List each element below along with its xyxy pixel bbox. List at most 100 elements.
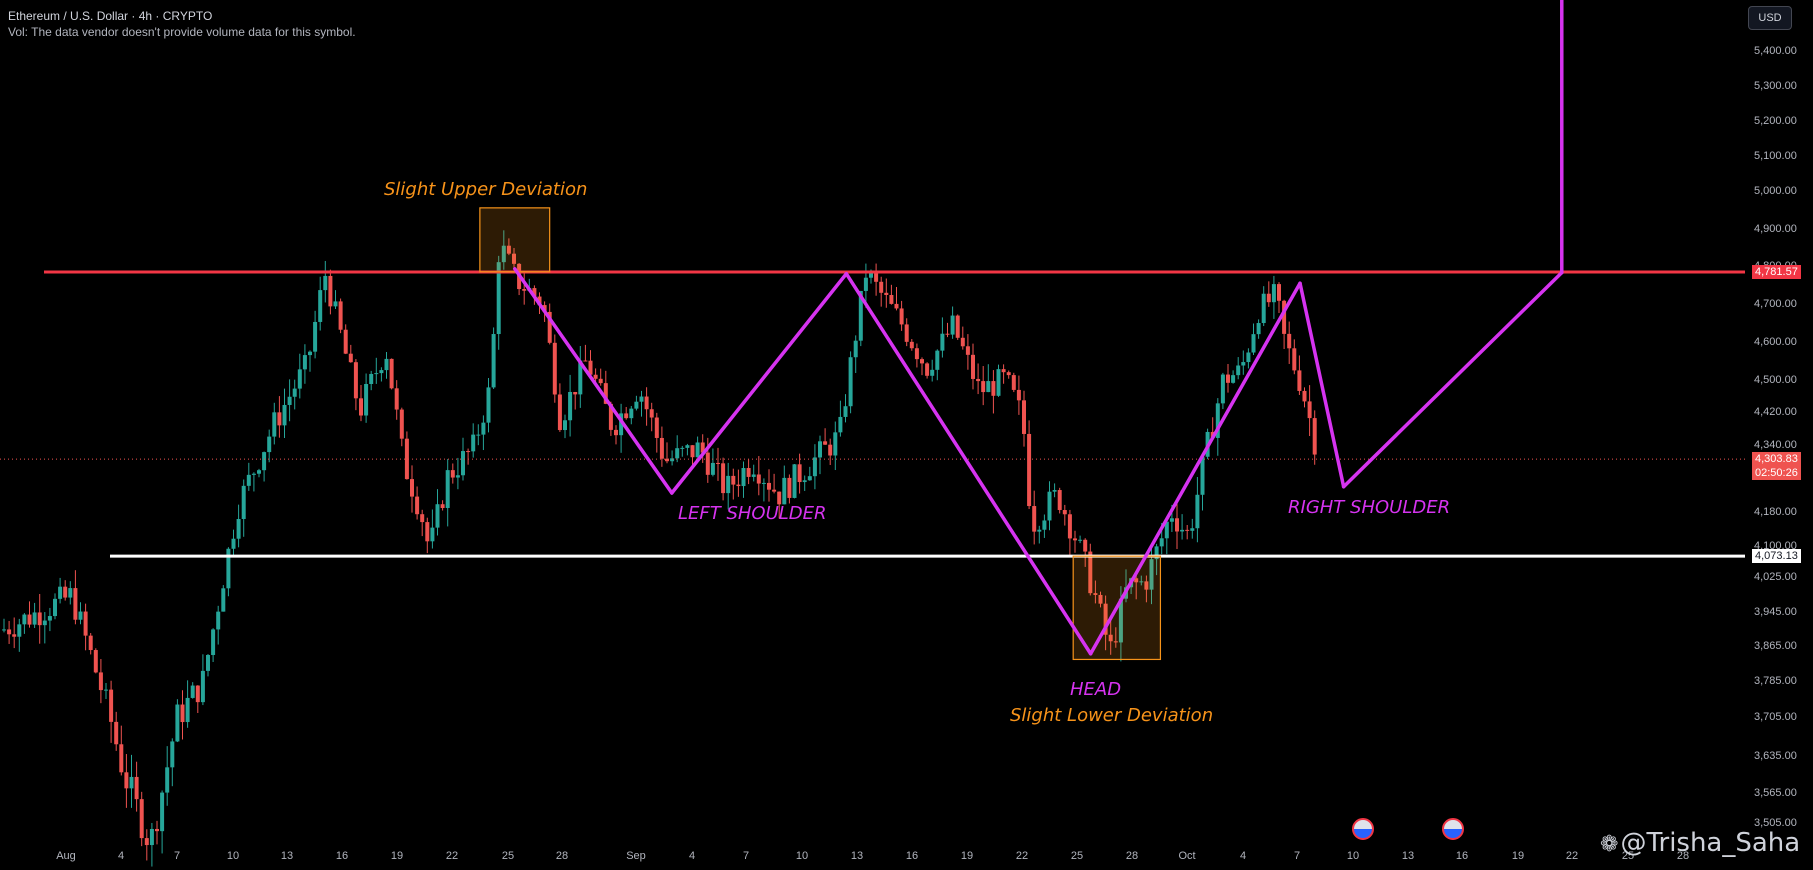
candle-body bbox=[1016, 389, 1021, 401]
currency-button[interactable]: USD bbox=[1748, 6, 1792, 30]
candle-body bbox=[512, 253, 516, 264]
candle-body bbox=[608, 403, 613, 430]
candle-body bbox=[680, 447, 685, 449]
us-flag-event-icon[interactable] bbox=[1442, 818, 1464, 840]
candle-body bbox=[1113, 641, 1118, 643]
time-tick-label: 22 bbox=[446, 850, 458, 862]
candle-body bbox=[1226, 374, 1230, 383]
candle-body bbox=[879, 281, 884, 293]
price-tick-label: 3,505.00 bbox=[1754, 817, 1797, 829]
lower-deviation-label: Slight Lower Deviation bbox=[1010, 705, 1214, 726]
candle-body bbox=[935, 350, 940, 370]
candle-body bbox=[1164, 521, 1169, 539]
candle-body bbox=[930, 369, 935, 376]
candle-body bbox=[32, 612, 37, 625]
time-tick-label: 19 bbox=[961, 850, 973, 862]
candle-body bbox=[318, 290, 323, 322]
candle-body bbox=[619, 413, 624, 436]
right-shoulder-down-line bbox=[1298, 281, 1346, 489]
candle-body bbox=[522, 289, 527, 291]
candle-body bbox=[721, 463, 726, 494]
time-tick-label: 7 bbox=[743, 850, 749, 862]
time-tick-label: 13 bbox=[851, 850, 863, 862]
time-axis: Aug 4 7 10 13 16 19 22 25 28 Sep 4 7 10 13 16 19 22 25 28 Oc… bbox=[56, 850, 1689, 862]
price-tick-label: 3,635.00 bbox=[1754, 750, 1797, 762]
candle-body bbox=[104, 689, 108, 691]
candle-body bbox=[1266, 293, 1271, 303]
candle-body bbox=[491, 334, 496, 388]
time-tick-label: 10 bbox=[227, 850, 239, 862]
candle-body bbox=[1185, 529, 1190, 531]
left-shoulder-up-line bbox=[670, 271, 849, 495]
time-tick-label: Aug bbox=[56, 850, 76, 862]
candle-body bbox=[282, 404, 287, 426]
candle-body bbox=[93, 650, 98, 673]
candle-body bbox=[328, 275, 333, 307]
left-shoulder-down-line bbox=[513, 267, 674, 495]
time-tick-label: 28 bbox=[1677, 850, 1689, 862]
candle-body bbox=[976, 378, 981, 382]
candle-body bbox=[705, 452, 710, 475]
candle-body bbox=[1042, 520, 1047, 530]
candle-body bbox=[420, 514, 425, 523]
candle-body bbox=[1159, 538, 1164, 547]
candle-body bbox=[180, 704, 185, 723]
candle-body bbox=[726, 475, 731, 494]
time-tick-label: 13 bbox=[281, 850, 293, 862]
projection-up-line bbox=[1341, 270, 1564, 489]
candle-body bbox=[869, 273, 873, 278]
right-shoulder-label: RIGHT SHOULDER bbox=[1288, 497, 1451, 518]
candle-body bbox=[262, 452, 267, 471]
candle-body bbox=[532, 288, 537, 297]
candle-body bbox=[450, 470, 455, 478]
candle-body bbox=[1078, 539, 1083, 541]
candle-body bbox=[690, 445, 695, 458]
candle-body bbox=[756, 474, 761, 484]
us-flag-event-icon[interactable] bbox=[1352, 818, 1374, 840]
candle-body bbox=[1144, 581, 1149, 590]
candle-body bbox=[1236, 365, 1241, 376]
time-tick-label: 7 bbox=[1294, 850, 1300, 862]
candle-body bbox=[1001, 369, 1006, 373]
candle-body bbox=[578, 360, 583, 395]
candle-body bbox=[27, 614, 32, 625]
candle-body bbox=[302, 355, 307, 370]
candle-body bbox=[1302, 390, 1307, 402]
candle-body bbox=[455, 475, 460, 478]
upper-deviation-box bbox=[479, 207, 551, 273]
candle-body bbox=[991, 381, 996, 396]
volume-note: Vol: The data vendor doesn't provide vol… bbox=[8, 25, 356, 39]
price-tick-label: 3,705.00 bbox=[1754, 711, 1797, 723]
price-tick-label: 4,420.00 bbox=[1754, 406, 1797, 418]
time-tick-label: 7 bbox=[174, 850, 180, 862]
head-label: HEAD bbox=[1070, 679, 1122, 700]
author-watermark: ❁@Trisha_Saha bbox=[1600, 828, 1800, 858]
candle-body bbox=[659, 437, 664, 459]
candle-body bbox=[1073, 538, 1077, 541]
candle-body bbox=[1287, 333, 1292, 349]
candle-body bbox=[292, 388, 297, 397]
symbol-title[interactable]: Ethereum / U.S. Dollar · 4h · CRYPTO bbox=[8, 9, 213, 23]
candle-body bbox=[98, 672, 103, 691]
candle-body bbox=[603, 383, 608, 404]
candle-body bbox=[389, 358, 394, 389]
current-price-tag: 4,303.83 bbox=[1752, 452, 1801, 467]
candle-body bbox=[1108, 634, 1113, 642]
price-tick-label: 5,100.00 bbox=[1754, 150, 1797, 162]
candle-body bbox=[1103, 603, 1108, 635]
candle-body bbox=[899, 308, 904, 325]
candle-body bbox=[323, 275, 328, 291]
candle-body bbox=[333, 301, 338, 307]
candle-body bbox=[695, 442, 700, 458]
candle-body bbox=[272, 412, 277, 437]
time-tick-label: 10 bbox=[1347, 850, 1359, 862]
candle-body bbox=[1231, 375, 1236, 383]
resistance-price-tag: 4,781.57 bbox=[1752, 265, 1801, 279]
time-tick-label: 25 bbox=[1071, 850, 1083, 862]
candle-body bbox=[53, 598, 57, 617]
candle-body bbox=[563, 420, 567, 431]
time-tick-label: 13 bbox=[1402, 850, 1414, 862]
candle-body bbox=[1052, 490, 1057, 492]
candle-body bbox=[986, 381, 991, 393]
